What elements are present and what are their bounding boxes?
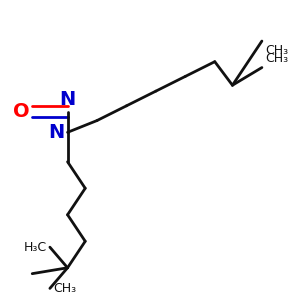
- Text: O: O: [13, 102, 29, 121]
- Text: H₃C: H₃C: [24, 241, 47, 254]
- Text: CH₃: CH₃: [265, 52, 288, 64]
- Text: CH₃: CH₃: [265, 44, 288, 57]
- Text: N: N: [59, 90, 76, 109]
- Text: N: N: [48, 123, 64, 142]
- Text: CH₃: CH₃: [53, 282, 76, 295]
